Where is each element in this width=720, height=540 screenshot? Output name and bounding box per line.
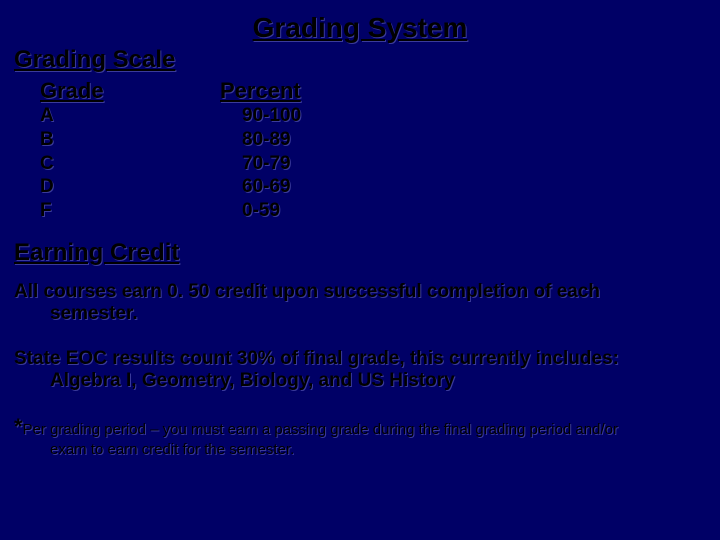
percent-cell: 80-89	[220, 128, 382, 152]
table-row: C 70-79	[24, 152, 706, 176]
grade-cell: D	[24, 175, 220, 199]
grade-cell: B	[24, 128, 220, 152]
footnote-asterisk: *	[14, 414, 23, 439]
table-header-row: Grade Percent	[24, 78, 706, 104]
table-row: D 60-69	[24, 175, 706, 199]
table-row: B 80-89	[24, 128, 706, 152]
percent-cell: 90-100	[220, 104, 382, 128]
grade-cell: A	[24, 104, 220, 128]
slide: Grading System Grading Scale Grade Perce…	[0, 0, 720, 540]
earning-credit-heading: Earning Credit	[14, 239, 706, 267]
footnote-line1: Per grading period – you must earn a pas…	[23, 421, 618, 438]
para2-line1: State EOC results count 30% of final gra…	[14, 348, 619, 369]
table-row: F 0-59	[24, 199, 706, 223]
body-paragraph-1: All courses earn 0. 50 credit upon succe…	[14, 281, 706, 326]
body-paragraph-2: State EOC results count 30% of final gra…	[14, 348, 706, 393]
grade-cell: F	[24, 199, 220, 223]
slide-title: Grading System	[14, 12, 706, 44]
para2-line2: Algebra I, Geometry, Biology, and US His…	[14, 370, 706, 392]
para1-line2: semester.	[14, 303, 706, 325]
grade-cell: C	[24, 152, 220, 176]
para1-line1: All courses earn 0. 50 credit upon succe…	[14, 281, 600, 302]
percent-cell: 70-79	[220, 152, 382, 176]
percent-cell: 0-59	[220, 199, 382, 223]
table-row: A 90-100	[24, 104, 706, 128]
col-header-grade: Grade	[24, 78, 220, 104]
footnote-line2: exam to earn credit for the semester.	[14, 441, 706, 459]
grading-scale-table: Grade Percent A 90-100 B 80-89 C 70-79 D…	[24, 78, 706, 223]
col-header-percent: Percent	[220, 78, 360, 104]
footnote: *Per grading period – you must earn a pa…	[14, 414, 706, 458]
grading-scale-heading: Grading Scale	[14, 46, 706, 74]
percent-cell: 60-69	[220, 175, 382, 199]
